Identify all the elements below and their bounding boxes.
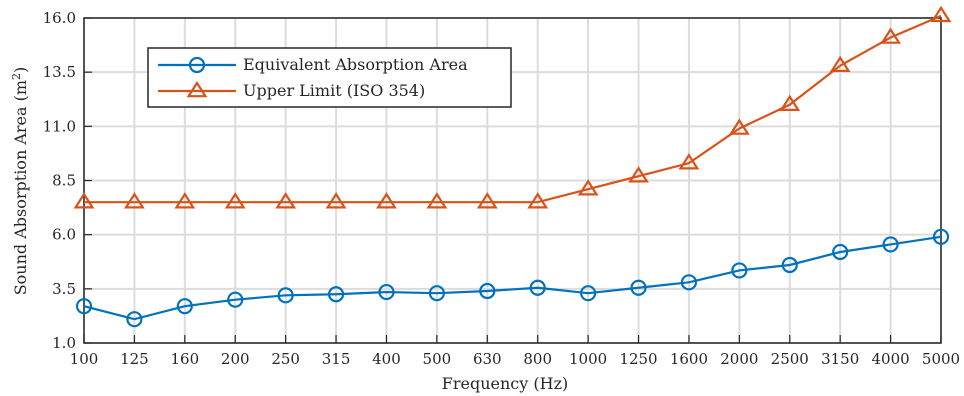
x-axis-label: Frequency (Hz) [442,374,569,393]
legend-label: Equivalent Absorption Area [243,55,468,74]
x-tick-label: 1250 [619,350,657,368]
data-point-circle [882,236,899,253]
data-point-triangle [628,166,649,183]
y-tick-labels: 1.0 3.5 6.0 8.5 11.0 13.5 16.0 [43,9,76,352]
plot-area-border [83,17,942,344]
data-point-triangle [426,192,448,209]
x-tick-label: 1000 [569,350,607,368]
y-tick-label: 8.5 [52,172,76,190]
series-1 [75,228,950,328]
data-point-circle [479,282,496,300]
y-tick-label: 13.5 [43,63,76,81]
y-axis-label: Sound Absorption Area (m2) [10,67,30,296]
data-point-circle [75,298,93,315]
data-point-circle [680,274,698,291]
y-tick-label: 3.5 [52,280,76,298]
series-layer [73,5,952,328]
y-tick-label: 16.0 [43,9,76,27]
x-tick-label: 2500 [771,350,809,368]
x-tick-label: 630 [473,350,502,368]
y-tick-label: 6.0 [52,226,76,244]
series-2 [73,5,952,209]
x-tick-label: 125 [120,350,149,368]
data-point-triangle [728,118,750,135]
series-line [83,235,942,321]
x-tick-label: 800 [523,350,552,368]
x-tick-label: 1600 [670,350,708,368]
x-tick-label: 250 [271,350,300,368]
data-point-circle [176,298,193,315]
data-point-circle [529,279,546,296]
data-point-triangle [577,179,599,196]
x-tick-label: 100 [70,350,99,368]
x-tick-label: 200 [221,350,250,368]
data-point-circle [378,283,395,301]
x-tick-label: 2000 [720,350,758,368]
data-point-triangle [678,153,700,170]
legend-item-2: Upper Limit (ISO 354) [158,80,425,100]
data-point-triangle [275,192,297,209]
data-point-triangle [376,192,397,209]
data-point-triangle [174,192,196,209]
x-tick-label: 400 [372,350,401,368]
data-point-circle [227,291,244,308]
y-axis-label-close: ) [11,67,30,73]
legend-box [147,47,512,108]
legend-marker-triangle [186,80,208,98]
data-point-triangle [829,55,851,72]
data-point-triangle [325,192,347,209]
legend-marker-circle [188,56,206,74]
y-tick-label: 11.0 [43,117,76,135]
data-point-triangle [880,27,901,44]
data-point-triangle [930,5,952,23]
y-axis-label-superscript: 2 [10,73,23,80]
series-line [84,14,942,204]
data-point-circle [580,285,597,302]
data-point-circle [630,279,647,296]
data-point-circle [832,243,849,261]
x-tick-label: 4000 [871,350,909,368]
legend: Equivalent Absorption Area Upper Limit (I… [147,47,512,108]
data-point-circle [277,287,294,304]
x-tick-labels: 100 125 160 200 250 315 400 500 630 800 1000 1250 16… [70,350,960,368]
data-point-triangle [224,192,246,209]
data-point-circle [327,286,345,303]
x-tick-label: 5000 [922,350,960,368]
data-point-circle [428,285,445,302]
data-point-circle [932,228,950,245]
x-tick-label: 160 [171,350,200,368]
data-point-circle [126,311,143,328]
x-tick-label: 315 [322,350,351,368]
data-point-triangle [779,94,801,111]
data-point-triangle [124,192,145,209]
plot-frame [83,17,942,344]
x-tick-label: 500 [423,350,452,368]
legend-label: Upper Limit (ISO 354) [243,81,425,100]
data-point-triangle [527,192,549,209]
x-tick-label: 3150 [821,350,859,368]
data-point-triangle [73,192,95,209]
y-tick-label: 1.0 [52,334,76,352]
legend-item-1: Equivalent Absorption Area [158,55,468,74]
data-point-circle [781,256,798,274]
data-point-circle [731,262,748,279]
data-point-triangle [476,192,498,209]
